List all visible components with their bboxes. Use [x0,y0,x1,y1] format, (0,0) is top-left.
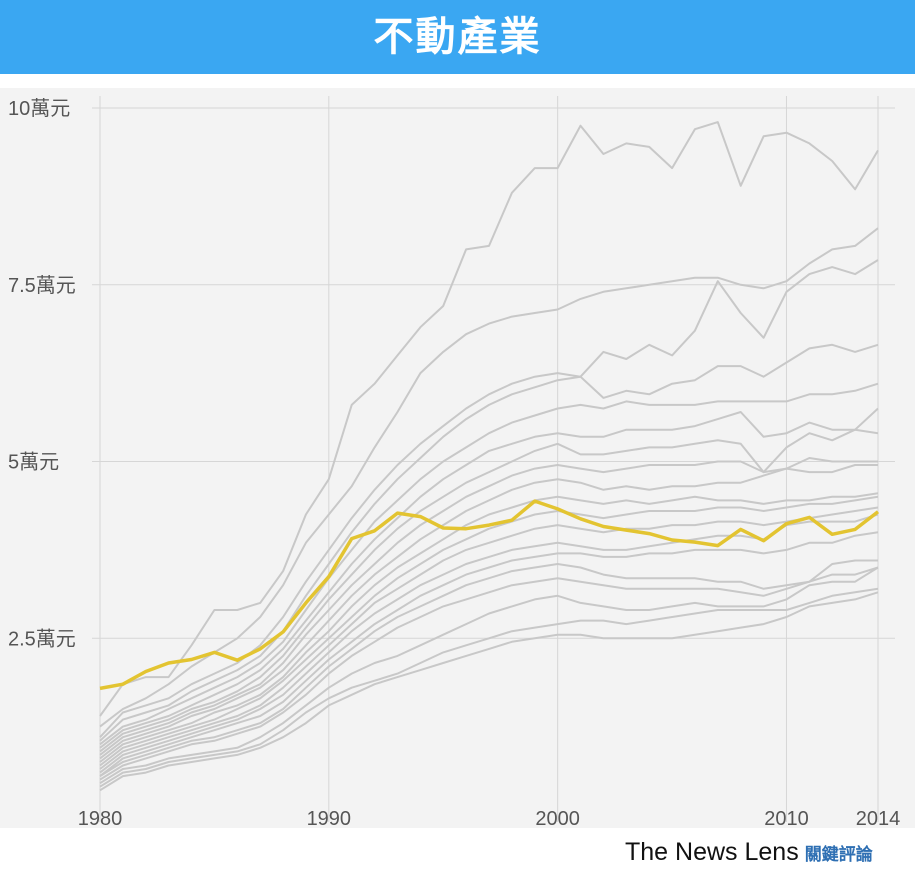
y-tick-label: 2.5萬元 [8,627,76,650]
plot-background [0,88,915,828]
y-tick-label: 7.5萬元 [8,274,76,297]
series-line-19 [99,591,879,792]
tick-labels: 2.5萬元 5萬元 7.5萬元 10萬元 1980 1990 2000 2010 2014 [8,97,900,830]
y-tick-label: 5萬元 [8,451,59,474]
grid-lines [92,96,895,822]
series-line-10 [99,492,879,763]
y-tick-label: 10萬元 [8,97,70,120]
highlight-layer [99,499,880,691]
x-tick-label: 2014 [856,808,901,830]
brand-logo-text: The News Lens [625,838,799,866]
brand-logo-chinese: 關鍵評論 [804,845,873,865]
x-tick-label: 1980 [78,808,123,830]
series-line-7 [99,428,879,753]
x-tick-label: 2000 [535,808,580,830]
series-line-4 [99,343,879,742]
series-line-3 [99,259,879,738]
series-line-16 [99,566,879,781]
series-line-2 [99,227,879,728]
series-line-15 [99,559,878,777]
x-tick-label: 1990 [307,808,352,830]
series-line-1 [99,121,879,717]
highlight-series-line [99,499,880,691]
line-chart: 2.5萬元 5萬元 7.5萬元 10萬元 1980 1990 2000 2010 2014 [0,88,915,830]
page-title: 不動產業 [373,14,542,60]
series-line-13 [99,513,879,774]
series-line-17 [99,566,879,785]
series-line-12 [99,506,879,770]
brand-footer: The News Lens 關鍵評論 [625,834,873,870]
series-line-6 [99,407,879,749]
series-line-11 [99,495,879,767]
series-line-18 [99,587,879,788]
series-line-14 [99,531,879,777]
series-line-8 [99,457,878,756]
series-layer [99,121,879,792]
series-line-5 [99,382,879,746]
title-banner [0,0,915,74]
series-line-9 [99,464,878,760]
x-tick-label: 2010 [764,808,809,830]
